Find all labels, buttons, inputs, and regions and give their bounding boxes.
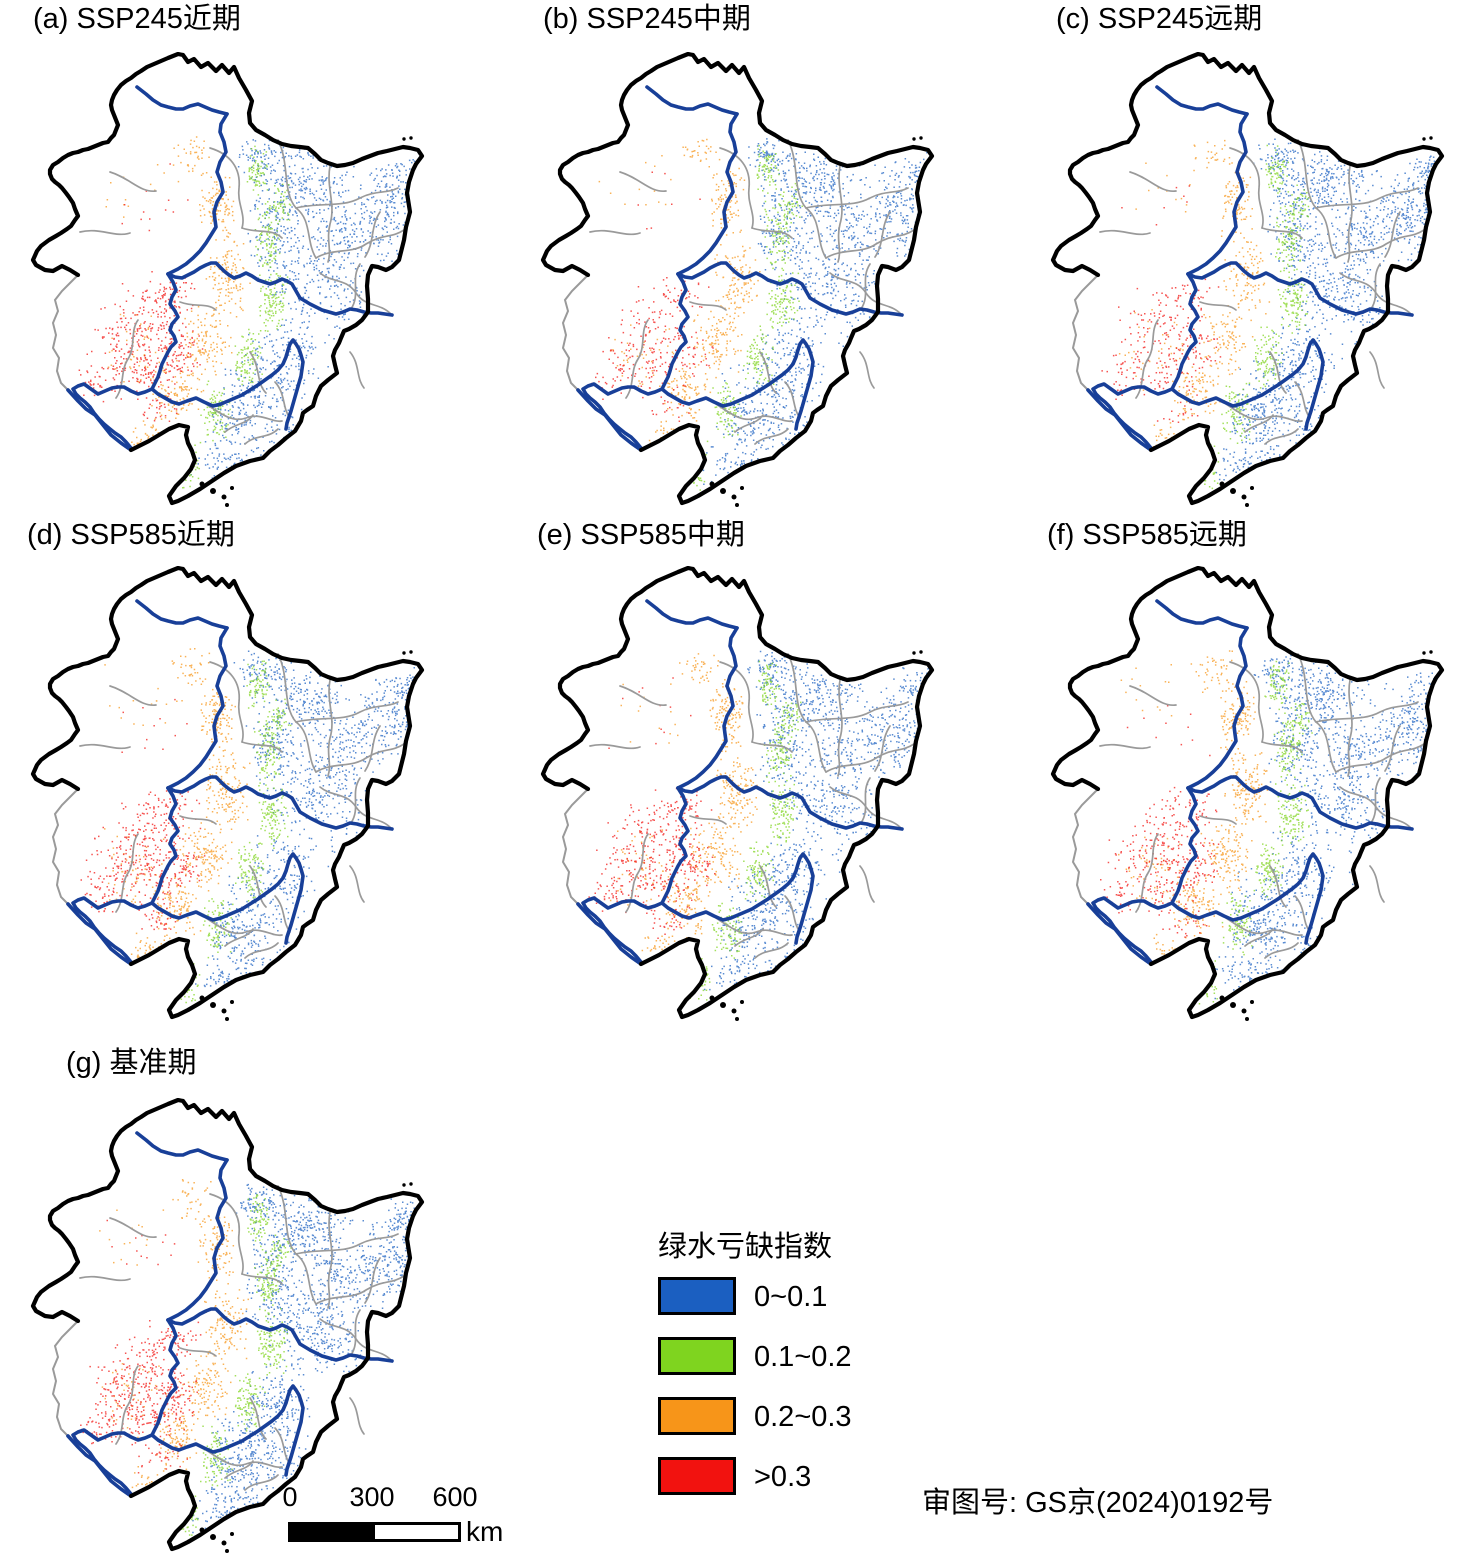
scale-bar-fill — [291, 1525, 375, 1539]
map-panel-f — [1050, 566, 1445, 1021]
legend-label-orange: 0.2~0.3 — [754, 1401, 852, 1433]
legend-label-red: >0.3 — [754, 1461, 812, 1493]
scale-tick-600: 600 — [432, 1482, 478, 1512]
scale-bar-unit: km — [466, 1516, 504, 1547]
scale-bar: 0 300 600 km — [282, 1482, 514, 1552]
scale-tick-0: 0 — [282, 1482, 298, 1512]
legend: 绿水亏缺指数 0~0.1 0.1~0.2 0.2~0.3 >0.3 — [650, 1215, 1070, 1525]
panel-title-c: (c) SSP245远期 — [1056, 3, 1263, 35]
panel-title-g: (g) 基准期 — [66, 1047, 197, 1079]
scale-tick-300: 300 — [349, 1482, 395, 1512]
legend-swatch-red — [658, 1457, 736, 1495]
map-panel-e — [540, 566, 935, 1021]
scale-bar-rule — [288, 1522, 461, 1542]
panel-title-e: (e) SSP585中期 — [537, 519, 745, 551]
legend-swatch-green — [658, 1337, 736, 1375]
legend-swatch-orange — [658, 1397, 736, 1435]
panel-title-b: (b) SSP245中期 — [543, 3, 751, 35]
map-panel-g — [30, 1098, 425, 1553]
map-panel-b — [540, 52, 935, 507]
panel-title-a: (a) SSP245近期 — [33, 3, 241, 35]
panel-title-f: (f) SSP585远期 — [1047, 519, 1247, 551]
legend-label-green: 0.1~0.2 — [754, 1341, 852, 1373]
map-approval-number: 审图号: GS京(2024)0192号 — [922, 1487, 1274, 1519]
legend-title: 绿水亏缺指数 — [658, 1231, 833, 1263]
panel-title-d: (d) SSP585近期 — [27, 519, 235, 551]
legend-swatch-blue — [658, 1277, 736, 1315]
map-panel-c — [1050, 52, 1445, 507]
map-panel-a — [30, 52, 425, 507]
map-panel-d — [30, 566, 425, 1021]
legend-label-blue: 0~0.1 — [754, 1281, 828, 1313]
